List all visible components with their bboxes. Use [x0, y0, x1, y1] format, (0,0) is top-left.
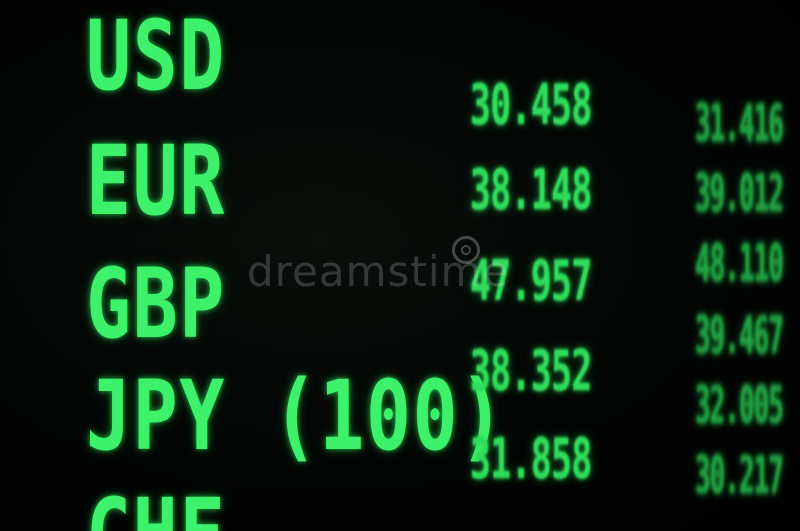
- currency-code: USD: [86, 0, 226, 112]
- rate-value: 47.957: [470, 249, 592, 314]
- rate-value: 31.416: [695, 94, 784, 154]
- currency-code: CHF: [86, 486, 226, 531]
- rate-value: 48.110: [695, 234, 784, 294]
- rate-value: 30.458: [470, 73, 592, 138]
- rate-value: 38.148: [470, 158, 592, 223]
- currency-code: EUR: [86, 125, 226, 237]
- rate-value: 30.217: [695, 446, 784, 506]
- watermark: dreamstime: [247, 247, 510, 296]
- rate-value: 39.012: [695, 164, 784, 224]
- watermark-logo-icon: [452, 236, 480, 264]
- currency-code: JPY (100): [86, 360, 506, 472]
- rate-value: 31.858: [470, 427, 592, 492]
- rate-value: 39.467: [695, 306, 784, 366]
- currency-code: GBP: [86, 248, 226, 360]
- rate-value: 32.005: [695, 376, 784, 436]
- rate-value: 38.352: [470, 339, 592, 404]
